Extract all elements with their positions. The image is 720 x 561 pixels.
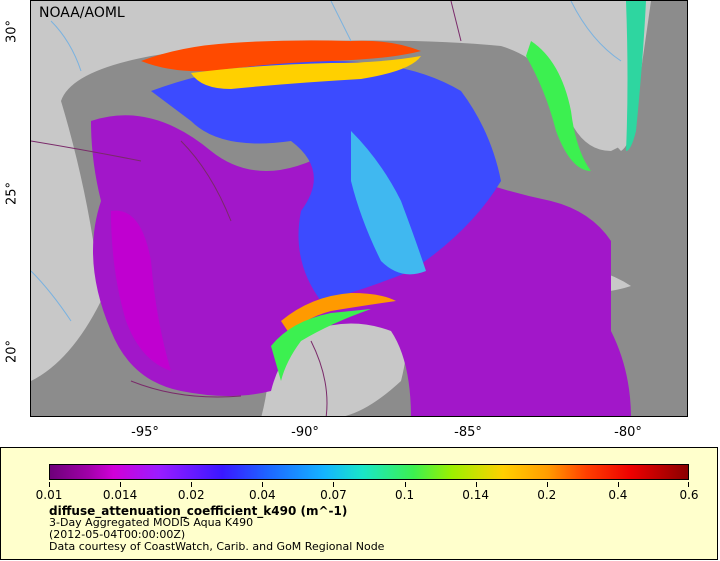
colorbar-tick-mark <box>688 482 689 487</box>
colorbar-tick-label: 0.04 <box>248 488 276 502</box>
colorbar-tick-mark <box>475 482 477 487</box>
colorbar-tick-mark <box>262 482 264 487</box>
rivers <box>31 1 622 322</box>
legend-time: (2012-05-04T00:00:00Z) <box>49 528 186 541</box>
lon-tick-85: -85° <box>454 425 482 440</box>
lat-tick-25: 25° <box>4 181 20 206</box>
colorbar-tick-mark <box>404 482 406 487</box>
yucatan-shelf-band <box>281 293 396 336</box>
colorbar-tick-label: 0.6 <box>679 488 699 502</box>
colorbar <box>49 464 689 480</box>
florida-land <box>501 1 633 151</box>
lon-tick-95: -95° <box>131 425 159 440</box>
map-area: NOAA/AOML <box>30 0 688 417</box>
gulf-data-cyan <box>351 131 426 275</box>
mexico-shelf-west <box>111 210 171 371</box>
yucatan-shelf-green <box>271 309 371 381</box>
florida-shelf-band <box>526 41 591 171</box>
colorbar-tick-mark <box>120 482 122 487</box>
colorbar-tick-label: 0.01 <box>35 488 63 502</box>
colorbar-tick-mark <box>191 482 193 487</box>
lon-tick-90: -90° <box>291 425 319 440</box>
lon-tick-80: -80° <box>614 425 642 440</box>
colorbar-tick-mark <box>333 482 335 487</box>
legend-source: Data courtesy of CoastWatch, Carib. and … <box>49 540 385 553</box>
colorbar-tick-mark <box>617 482 619 487</box>
coastal-high-north <box>141 40 421 72</box>
map-credit: NOAA/AOML <box>39 5 125 21</box>
colorbar-tick-mark <box>49 482 50 487</box>
legend-variable: diffuse_attenuation_coefficient_k490 (m^… <box>49 504 348 518</box>
colorbar-tick-label: 0.4 <box>608 488 628 502</box>
lat-tick-20: 20° <box>4 339 20 364</box>
lat-tick-30: 30° <box>4 19 20 44</box>
colorbar-tick-label: 0.14 <box>462 488 490 502</box>
colorbar-tick-label: 0.2 <box>537 488 557 502</box>
k490-map <box>31 1 687 416</box>
coastal-mid-north <box>191 56 421 89</box>
colorbar-tick-label: 0.014 <box>102 488 138 502</box>
legend-product: 3-Day Aggregated MODIS Aqua K490 <box>49 516 254 529</box>
colorbar-tick-label: 0.1 <box>395 488 415 502</box>
colorbar-tick-label: 0.02 <box>177 488 205 502</box>
colorbar-tick-mark <box>546 482 548 487</box>
political-boundaries <box>31 1 462 416</box>
colorbar-tick-label: 0.07 <box>320 488 347 502</box>
east-florida-strip <box>626 1 646 151</box>
legend-panel: 0.01 0.014 0.02 0.04 0.07 0.1 0.14 0.2 0.4 0.6 di… <box>0 447 718 560</box>
